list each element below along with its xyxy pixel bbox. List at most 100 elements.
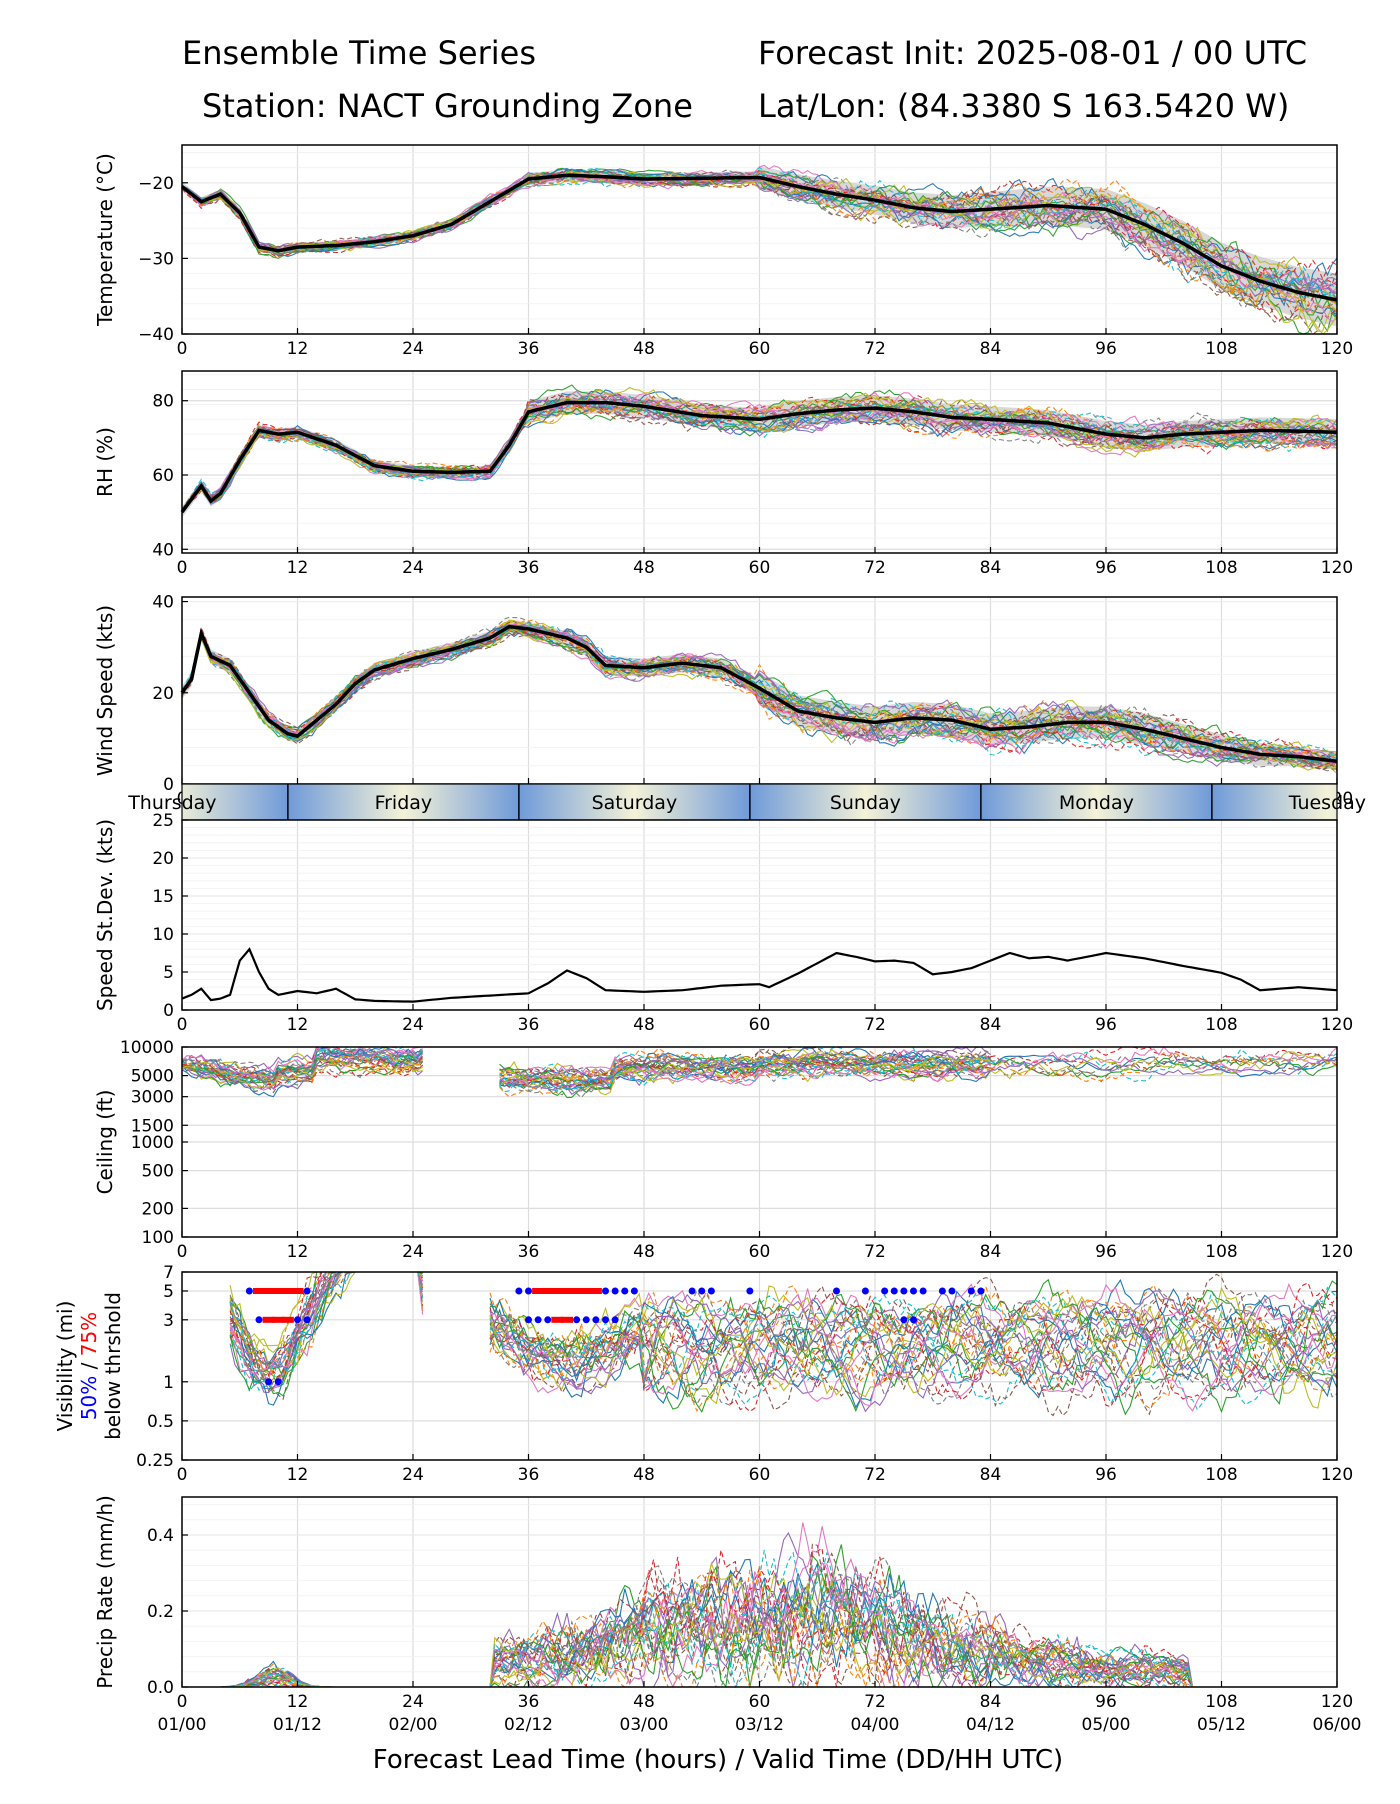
y-axis-label: Precip Rate (mm/h) [93, 1495, 117, 1689]
x-tick-label: 12 [287, 1242, 309, 1262]
x-tick-label: 12 [287, 1015, 309, 1035]
pct50-marker [525, 1287, 532, 1295]
x-tick-label: 120 [1321, 1015, 1353, 1035]
x-tick-label: 12 [287, 339, 309, 359]
x-tick-label: 120 [1321, 558, 1353, 578]
member-line [181, 626, 1338, 768]
pct50-marker [948, 1287, 956, 1295]
y-tick-label: 40 [152, 593, 174, 613]
member-line [990, 1046, 1338, 1066]
ensemble-mean-line [180, 624, 1338, 763]
day-segment [1211, 784, 1337, 820]
valid-time-label: 05/12 [1197, 1715, 1246, 1735]
visibility-label-line2: 50% / 75% [77, 1312, 101, 1420]
y-tick-label: 3000 [131, 1088, 174, 1108]
x-tick-label: 72 [864, 1242, 886, 1262]
y-tick-label: 7 [163, 1263, 174, 1283]
member-line [499, 1066, 760, 1087]
x-tick-label: 60 [749, 339, 771, 359]
x-tick-label: 72 [864, 1015, 886, 1035]
x-tick-label: 0 [177, 1692, 188, 1712]
x-tick-label: 48 [633, 558, 655, 578]
x-tick-label: 60 [749, 558, 771, 578]
pct50-label: 50% [77, 1376, 101, 1420]
member-line [181, 1048, 423, 1083]
pct50-marker [592, 1316, 600, 1324]
member-line [181, 1047, 424, 1077]
day-gradient-fill [1211, 784, 1337, 820]
x-tick-label: 0 [177, 1242, 188, 1262]
x-tick-label: 24 [402, 1242, 424, 1262]
header-latlon: Lat/Lon: (84.3380 S 163.5420 W) [758, 87, 1289, 125]
valid-time-label: 04/00 [851, 1715, 900, 1735]
member-line [489, 1292, 1338, 1411]
pct50-marker [900, 1316, 908, 1324]
visibility-label-line3: below thrshold [101, 1292, 125, 1440]
member-line [181, 623, 1338, 760]
member-line [759, 1062, 991, 1083]
member-line [182, 1593, 1337, 1688]
day-label: Thursday [127, 792, 216, 814]
valid-time-label: 03/12 [735, 1715, 784, 1735]
pct50-marker [910, 1287, 917, 1295]
x-tick-label: 60 [749, 1465, 771, 1485]
member-line [181, 395, 1338, 514]
day-segment [182, 784, 288, 820]
member-line [990, 1057, 1338, 1078]
day-gradient-fill [980, 784, 1212, 820]
ensemble-mean-line [180, 173, 1338, 302]
x-tick-label: 84 [980, 1465, 1002, 1485]
pct50-marker [602, 1316, 609, 1324]
member-line [181, 1057, 423, 1083]
member-line [499, 1062, 760, 1096]
x-axis: 0 12 24 36 48 60 72 84 96 108 120 [177, 1004, 1353, 1035]
member-line [181, 393, 1338, 511]
member-line [181, 1046, 423, 1086]
member-line [489, 1282, 1338, 1408]
x-tick-label: 0 [177, 558, 188, 578]
pct75-marker [561, 1316, 573, 1323]
member-line [759, 1058, 991, 1083]
member-line [990, 1054, 1338, 1078]
pct50-marker [582, 1316, 590, 1324]
pct75-marker [541, 1287, 554, 1294]
y-tick-label: −20 [138, 174, 174, 194]
pct50-marker [977, 1287, 985, 1295]
pct50-marker [938, 1287, 946, 1295]
member-line [489, 1290, 1338, 1399]
member-line [229, 1271, 424, 1370]
member-line [181, 1049, 424, 1083]
pct50-marker [245, 1287, 253, 1295]
day-label: Tuesday [1288, 792, 1366, 814]
x-axis: 0 12 24 36 48 60 72 84 96 108 120 [177, 1231, 1353, 1262]
y-tick-label: 0.25 [136, 1451, 174, 1471]
x-tick-label: 108 [1205, 1015, 1237, 1035]
pct75-marker [551, 1287, 564, 1294]
x-axis: 0 12 24 36 48 60 72 84 96 108 120 [177, 328, 1353, 359]
member-line [499, 1055, 760, 1081]
y-tick-label: 1500 [131, 1116, 174, 1136]
x-tick-label: 48 [633, 1015, 655, 1035]
member-line [181, 401, 1338, 512]
y-tick-label: 5000 [131, 1067, 174, 1087]
pct75-markers [253, 1287, 602, 1323]
pct50-marker [688, 1287, 696, 1295]
x-tick-label: 36 [518, 1692, 540, 1712]
member-line [759, 1050, 991, 1083]
x-tick-label: 96 [1095, 1015, 1117, 1035]
pct75-marker [589, 1287, 602, 1294]
valid-time-label: 06/00 [1313, 1715, 1362, 1735]
visibility-label-line1: Visibility (mi) [53, 1301, 77, 1432]
valid-time-label: 05/00 [1082, 1715, 1131, 1735]
member-line [759, 1049, 991, 1075]
member-line [181, 1048, 423, 1090]
x-tick-label: 108 [1205, 1242, 1237, 1262]
member-line [759, 1056, 991, 1077]
y-tick-label: 80 [152, 392, 174, 412]
member-line [181, 624, 1338, 766]
member-line [489, 1285, 1338, 1409]
x-tick-label: 48 [633, 1465, 655, 1485]
pct50-marker [544, 1316, 552, 1324]
